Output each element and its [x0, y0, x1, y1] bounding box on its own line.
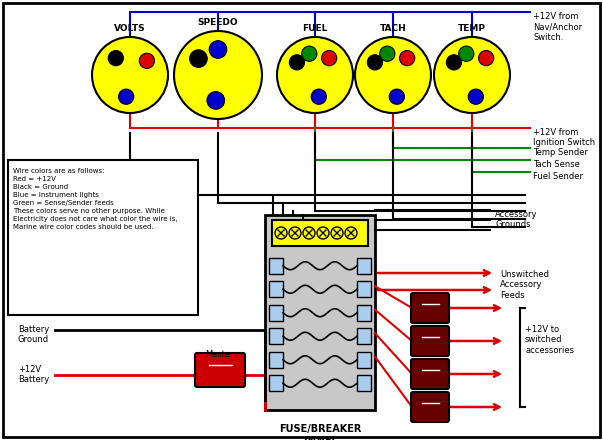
- Text: Master: Master: [206, 350, 235, 359]
- Text: TACH: TACH: [380, 24, 406, 33]
- Circle shape: [289, 227, 301, 239]
- Circle shape: [479, 51, 494, 66]
- Text: Wire colors are as follows:
Red = +12V
Black = Ground
Blue = Instrument lights
G: Wire colors are as follows: Red = +12V B…: [13, 168, 178, 230]
- FancyBboxPatch shape: [272, 220, 368, 246]
- FancyBboxPatch shape: [411, 326, 449, 356]
- Circle shape: [355, 37, 431, 113]
- FancyBboxPatch shape: [411, 359, 449, 389]
- Text: +12V from
Nav/Anchor
Switch.: +12V from Nav/Anchor Switch.: [533, 12, 582, 42]
- Text: FUEL: FUEL: [302, 24, 327, 33]
- Circle shape: [207, 92, 224, 109]
- Circle shape: [277, 37, 353, 113]
- Circle shape: [317, 227, 329, 239]
- Circle shape: [139, 53, 154, 69]
- Circle shape: [311, 89, 326, 104]
- Circle shape: [289, 55, 305, 70]
- FancyBboxPatch shape: [357, 352, 371, 368]
- Circle shape: [400, 51, 415, 66]
- FancyBboxPatch shape: [195, 353, 245, 387]
- Text: +12V
Battery: +12V Battery: [18, 365, 49, 385]
- FancyBboxPatch shape: [3, 3, 600, 437]
- Circle shape: [380, 46, 395, 61]
- Text: VOLTS: VOLTS: [114, 24, 146, 33]
- Circle shape: [275, 227, 287, 239]
- FancyBboxPatch shape: [269, 305, 283, 321]
- FancyBboxPatch shape: [411, 392, 449, 422]
- FancyBboxPatch shape: [357, 328, 371, 344]
- Circle shape: [119, 89, 134, 104]
- Circle shape: [459, 46, 474, 61]
- FancyBboxPatch shape: [357, 281, 371, 297]
- Text: Accessory
Grounds: Accessory Grounds: [495, 210, 537, 229]
- FancyBboxPatch shape: [269, 328, 283, 344]
- Text: Temp Sender: Temp Sender: [533, 148, 588, 157]
- Circle shape: [434, 37, 510, 113]
- Text: Battery
Ground: Battery Ground: [18, 325, 49, 345]
- Circle shape: [468, 89, 484, 104]
- Circle shape: [190, 50, 207, 67]
- Circle shape: [331, 227, 343, 239]
- FancyBboxPatch shape: [411, 293, 449, 323]
- Circle shape: [321, 51, 336, 66]
- FancyBboxPatch shape: [8, 160, 198, 315]
- Text: Unswitched
Accessory
Feeds: Unswitched Accessory Feeds: [500, 270, 549, 300]
- Text: Tach Sense: Tach Sense: [533, 160, 580, 169]
- Text: +12V from
Ignition Switch: +12V from Ignition Switch: [533, 128, 595, 147]
- FancyBboxPatch shape: [269, 258, 283, 274]
- FancyBboxPatch shape: [357, 375, 371, 391]
- Circle shape: [367, 55, 382, 70]
- Circle shape: [108, 51, 124, 66]
- Circle shape: [389, 89, 405, 104]
- Circle shape: [303, 227, 315, 239]
- Circle shape: [174, 31, 262, 119]
- Circle shape: [345, 227, 357, 239]
- Circle shape: [209, 40, 227, 58]
- FancyBboxPatch shape: [269, 375, 283, 391]
- FancyBboxPatch shape: [357, 305, 371, 321]
- Circle shape: [446, 55, 461, 70]
- FancyBboxPatch shape: [269, 352, 283, 368]
- Circle shape: [302, 46, 317, 61]
- FancyBboxPatch shape: [357, 258, 371, 274]
- Text: FUSE/BREAKER
PANEL: FUSE/BREAKER PANEL: [279, 424, 361, 440]
- Text: +12V to
switched
accessories: +12V to switched accessories: [525, 325, 574, 355]
- Circle shape: [92, 37, 168, 113]
- Text: SPEEDO: SPEEDO: [198, 18, 238, 27]
- Text: Fuel Sender: Fuel Sender: [533, 172, 583, 181]
- FancyBboxPatch shape: [269, 281, 283, 297]
- FancyBboxPatch shape: [265, 215, 375, 410]
- Text: TEMP: TEMP: [458, 24, 486, 33]
